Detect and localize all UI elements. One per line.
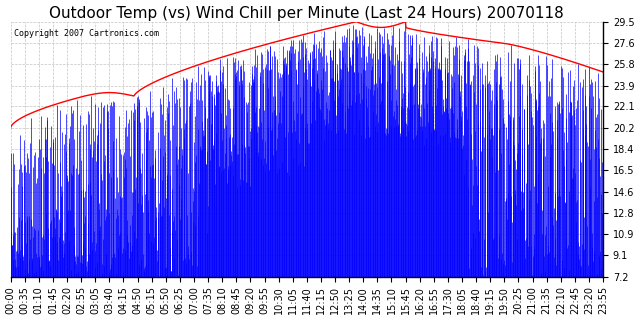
Title: Outdoor Temp (vs) Wind Chill per Minute (Last 24 Hours) 20070118: Outdoor Temp (vs) Wind Chill per Minute … <box>49 5 564 20</box>
Text: Copyright 2007 Cartronics.com: Copyright 2007 Cartronics.com <box>13 29 159 38</box>
